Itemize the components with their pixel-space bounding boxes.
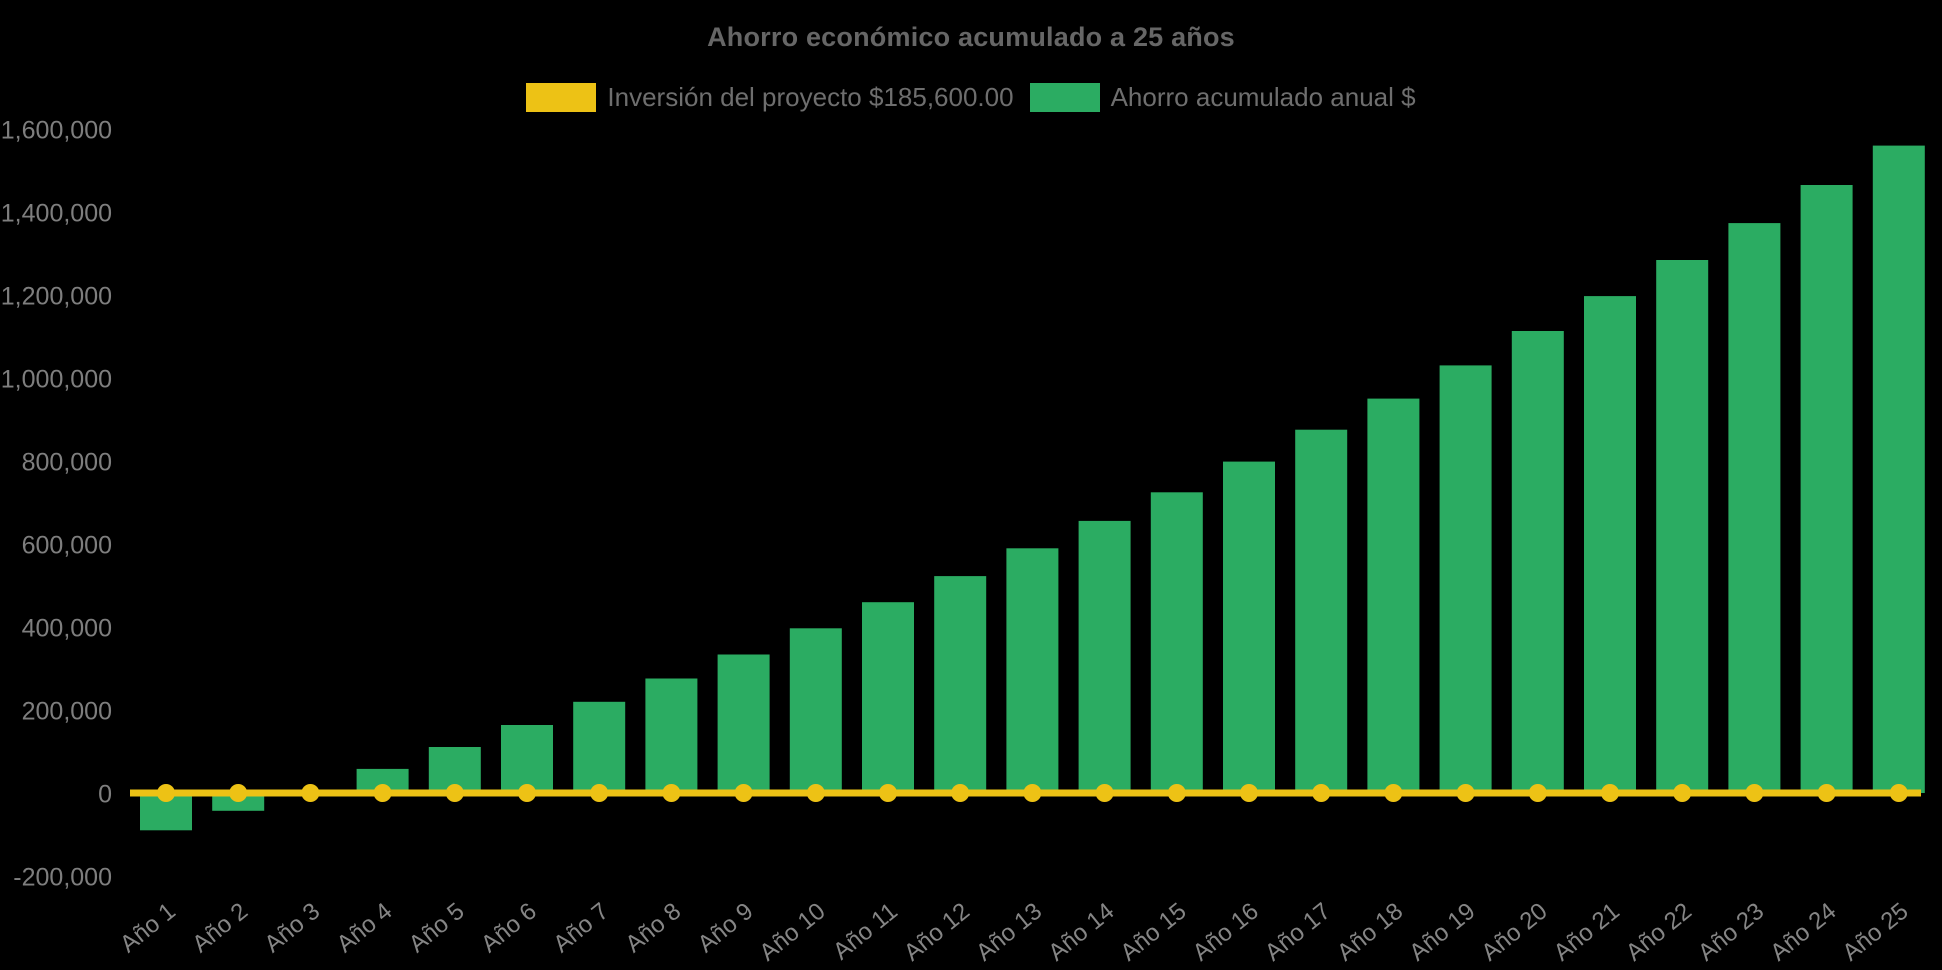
y-axis-tick-label: 1,000,000 bbox=[1, 366, 112, 394]
x-axis-tick-label: Año 11 bbox=[828, 898, 903, 966]
x-axis-tick-label: Año 9 bbox=[693, 898, 759, 958]
y-axis-tick-label: 1,200,000 bbox=[1, 283, 112, 311]
investment-line-marker[interactable] bbox=[1240, 784, 1258, 802]
bar-year-19[interactable] bbox=[1439, 365, 1492, 793]
bar-year-18[interactable] bbox=[1367, 398, 1420, 793]
bar-year-20[interactable] bbox=[1511, 331, 1564, 793]
investment-line-marker[interactable] bbox=[1601, 784, 1619, 802]
bar-year-24[interactable] bbox=[1800, 185, 1853, 793]
bar-year-25[interactable] bbox=[1872, 145, 1925, 794]
y-axis-tick-label: 600,000 bbox=[22, 531, 112, 559]
investment-line-marker[interactable] bbox=[1673, 784, 1692, 802]
x-axis-tick-label: Año 19 bbox=[1404, 898, 1480, 967]
x-axis-tick-label: Año 1 bbox=[115, 898, 181, 958]
legend-swatch-investment-icon bbox=[526, 83, 597, 112]
investment-line-marker[interactable] bbox=[879, 784, 897, 802]
investment-line-marker[interactable] bbox=[590, 784, 609, 802]
bar-year-16[interactable] bbox=[1223, 461, 1275, 793]
investment-line-marker[interactable] bbox=[1817, 784, 1836, 802]
legend-swatch-savings-icon bbox=[1029, 83, 1100, 112]
bar-year-8[interactable] bbox=[645, 678, 698, 794]
investment-series bbox=[130, 784, 1921, 802]
y-axis-tick-label: 200,000 bbox=[22, 697, 112, 725]
bar-year-10[interactable] bbox=[789, 628, 842, 793]
x-axis-tick-label: Año 6 bbox=[476, 898, 542, 958]
investment-line-marker[interactable] bbox=[1384, 784, 1403, 802]
investment-line-marker[interactable] bbox=[518, 784, 536, 802]
x-axis-tick-label: Año 5 bbox=[404, 898, 470, 958]
bar-year-9[interactable] bbox=[717, 654, 770, 794]
chart-title: Ahorro económico acumulado a 25 años bbox=[707, 22, 1235, 52]
investment-line-marker[interactable] bbox=[1023, 784, 1042, 802]
y-axis-tick-label: -200,000 bbox=[13, 863, 112, 891]
investment-line-marker[interactable] bbox=[1456, 784, 1475, 802]
y-axis-tick-label: 400,000 bbox=[22, 614, 112, 642]
investment-line-marker[interactable] bbox=[445, 784, 464, 802]
legend: Inversión del proyecto $185,600.00 Ahorr… bbox=[0, 82, 1942, 113]
x-axis-tick-label: Año 24 bbox=[1765, 898, 1841, 967]
bars-series bbox=[140, 145, 1925, 831]
bar-year-21[interactable] bbox=[1584, 296, 1636, 793]
x-axis-tick-label: Año 15 bbox=[1115, 898, 1191, 967]
investment-line-marker[interactable] bbox=[1095, 784, 1114, 802]
legend-item-savings[interactable]: Ahorro acumulado anual $ bbox=[1029, 82, 1416, 113]
x-axis-tick-label: Año 14 bbox=[1043, 898, 1119, 967]
x-axis-tick-label: Año 12 bbox=[899, 898, 975, 967]
investment-line-marker[interactable] bbox=[157, 784, 175, 802]
x-axis-tick-label: Año 2 bbox=[187, 898, 253, 958]
x-axis-tick-label: Año 22 bbox=[1621, 898, 1697, 967]
x-axis-tick-label: Año 23 bbox=[1693, 898, 1769, 967]
bar-year-12[interactable] bbox=[934, 576, 987, 793]
investment-line-marker[interactable] bbox=[229, 784, 248, 802]
x-axis-tick-label: Año 4 bbox=[332, 898, 398, 958]
x-axis-tick-label: Año 25 bbox=[1837, 898, 1913, 967]
x-axis-tick-label: Año 13 bbox=[971, 898, 1047, 967]
bar-year-6[interactable] bbox=[501, 725, 553, 793]
bar-year-17[interactable] bbox=[1295, 429, 1348, 793]
x-axis-tick-label: Año 3 bbox=[259, 898, 325, 958]
bar-year-13[interactable] bbox=[1006, 548, 1059, 793]
investment-line-marker[interactable] bbox=[301, 784, 320, 802]
investment-line-marker[interactable] bbox=[1889, 784, 1908, 802]
investment-line-marker[interactable] bbox=[1312, 784, 1331, 802]
investment-line-marker[interactable] bbox=[806, 784, 825, 802]
bar-year-22[interactable] bbox=[1656, 260, 1709, 793]
investment-line-marker[interactable] bbox=[1528, 784, 1547, 802]
investment-line-marker[interactable] bbox=[951, 784, 970, 802]
y-axis: 1,600,000 1,400,000 1,200,000 1,000,000 800,… bbox=[1, 117, 112, 892]
bar-year-23[interactable] bbox=[1728, 223, 1781, 794]
y-axis-tick-label: 1,400,000 bbox=[1, 200, 112, 228]
investment-line-marker[interactable] bbox=[1745, 784, 1764, 802]
y-axis-tick-label: 1,600,000 bbox=[1, 117, 112, 145]
x-axis-tick-label: Año 20 bbox=[1476, 898, 1552, 967]
x-axis-tick-label: Año 17 bbox=[1260, 898, 1336, 967]
investment-line-marker[interactable] bbox=[662, 784, 681, 802]
x-axis: Año 1 Año 2 Año 3 Año 4 Año 5 Año 6 Año 7 Año 8… bbox=[115, 898, 1914, 967]
x-axis-tick-label: Año 8 bbox=[620, 898, 686, 958]
y-axis-tick-label: 800,000 bbox=[22, 449, 112, 477]
bar-year-15[interactable] bbox=[1150, 492, 1203, 793]
x-axis-tick-label: Año 10 bbox=[754, 898, 830, 967]
x-axis-tick-label: Año 21 bbox=[1549, 898, 1625, 967]
x-axis-tick-label: Año 18 bbox=[1332, 898, 1408, 967]
bar-year-11[interactable] bbox=[862, 602, 914, 793]
investment-line-marker[interactable] bbox=[734, 784, 753, 802]
investment-line-marker[interactable] bbox=[1167, 784, 1186, 802]
x-axis-tick-label: Año 16 bbox=[1188, 898, 1264, 967]
x-axis-tick-label: Año 7 bbox=[548, 898, 614, 958]
legend-item-investment[interactable]: Inversión del proyecto $185,600.00 bbox=[526, 82, 1014, 113]
investment-line-marker[interactable] bbox=[373, 784, 392, 802]
legend-label-savings: Ahorro acumulado anual $ bbox=[1110, 82, 1416, 112]
bar-year-14[interactable] bbox=[1078, 520, 1131, 793]
y-axis-tick-label: 0 bbox=[98, 780, 112, 808]
legend-label-investment: Inversión del proyecto $185,600.00 bbox=[607, 82, 1014, 112]
bar-year-7[interactable] bbox=[573, 701, 626, 793]
